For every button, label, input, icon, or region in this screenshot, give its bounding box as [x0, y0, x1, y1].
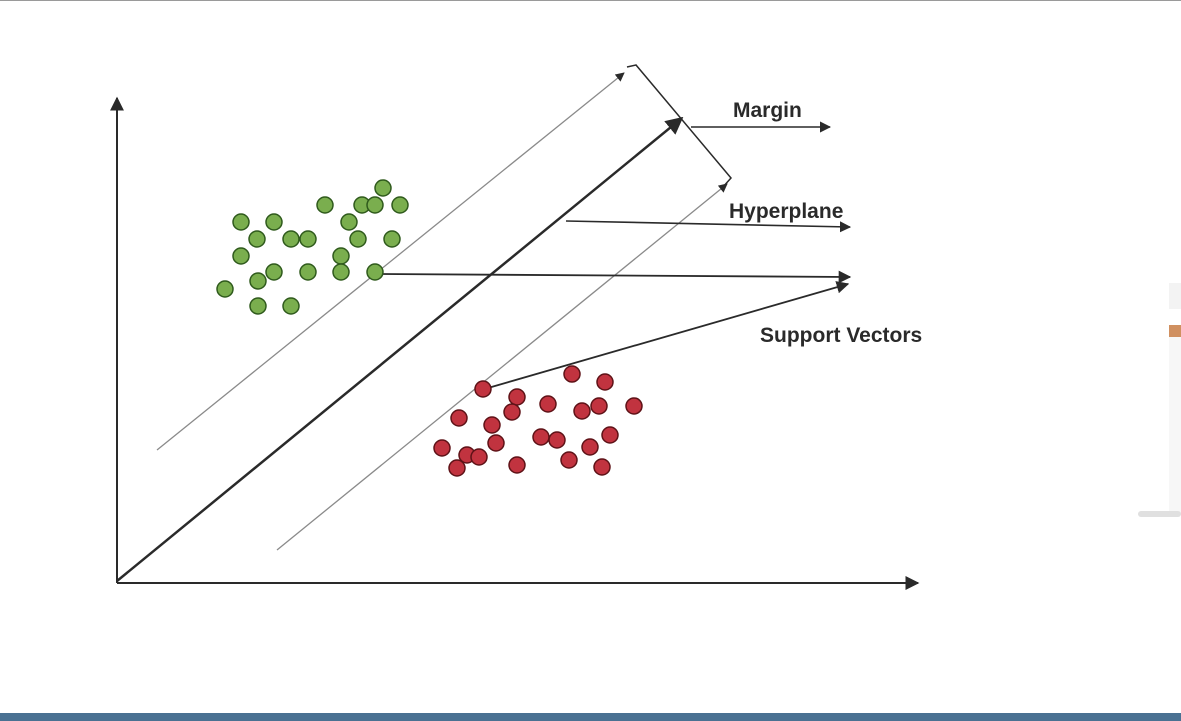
red-point	[590, 397, 608, 415]
green-point	[332, 263, 350, 281]
hyperplane-pointer	[565, 220, 852, 233]
green-point	[316, 196, 334, 214]
green-point	[340, 213, 358, 231]
green-point	[332, 247, 350, 265]
green-point	[366, 196, 384, 214]
red-point	[593, 458, 611, 476]
red-point	[560, 451, 578, 469]
red-point	[448, 459, 466, 477]
red-point	[601, 426, 619, 444]
red-point	[573, 402, 591, 420]
green-point	[299, 263, 317, 281]
red-point	[539, 395, 557, 413]
green-point	[265, 263, 283, 281]
green-point	[265, 213, 283, 231]
hyperplane-line	[116, 116, 684, 582]
green-point	[383, 230, 401, 248]
orange-accent	[1169, 325, 1181, 337]
support-vectors-label: Support Vectors	[760, 324, 922, 347]
green-point	[249, 272, 267, 290]
red-point	[596, 373, 614, 391]
red-point	[508, 456, 526, 474]
green-point	[282, 230, 300, 248]
green-class-points	[216, 179, 409, 315]
red-point	[470, 448, 488, 466]
lower-margin-line	[276, 183, 728, 551]
green-point	[299, 230, 317, 248]
red-point	[433, 439, 451, 457]
red-point-support-vector	[474, 380, 492, 398]
margin-bracket	[626, 64, 732, 189]
red-point	[625, 397, 643, 415]
green-point	[216, 280, 234, 298]
red-point	[508, 388, 526, 406]
red-point	[548, 431, 566, 449]
red-point	[532, 428, 550, 446]
support-vector-pointer-red	[487, 281, 850, 389]
red-point	[581, 438, 599, 456]
green-point	[374, 179, 392, 197]
margin-label: Margin	[733, 99, 802, 122]
red-point	[503, 403, 521, 421]
red-point	[483, 416, 501, 434]
support-vector-pointer-green	[379, 270, 852, 284]
bottom-bar	[0, 713, 1181, 721]
green-point-support-vector	[366, 263, 384, 281]
green-point	[349, 230, 367, 248]
green-point	[232, 213, 250, 231]
green-point	[232, 247, 250, 265]
red-point	[563, 365, 581, 383]
green-point	[391, 196, 409, 214]
upper-margin-line	[156, 72, 625, 451]
red-point	[450, 409, 468, 427]
hyperplane-label: Hyperplane	[729, 200, 843, 223]
red-class-points	[433, 365, 643, 477]
green-point	[249, 297, 267, 315]
green-point	[282, 297, 300, 315]
red-point	[487, 434, 505, 452]
green-point	[248, 230, 266, 248]
offscreen-figure	[1138, 283, 1181, 519]
